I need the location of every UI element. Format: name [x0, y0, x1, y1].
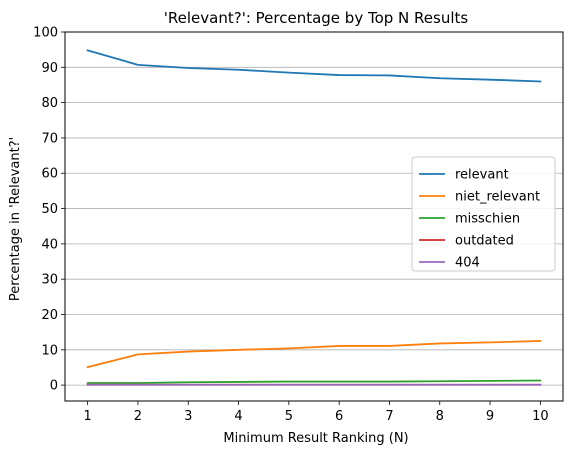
x-tick-label: 7 [385, 409, 393, 424]
x-tick-label: 2 [134, 409, 142, 424]
legend-box [411, 156, 556, 272]
y-axis-title: Percentage in 'Relevant?' [8, 137, 23, 301]
x-tick-label: 8 [436, 409, 444, 424]
y-tick-label: 30 [41, 273, 58, 288]
x-tick-label: 4 [234, 409, 242, 424]
y-axis: 0 10 20 30 40 50 60 70 80 90 100 [33, 26, 65, 394]
legend-label: relevant [455, 168, 509, 183]
series-line-relevant [86, 49, 542, 83]
legend: relevant niet_relevant misschien outdated 40… [411, 156, 556, 272]
y-tick-label: 0 [50, 379, 58, 394]
x-tick-label: 3 [184, 409, 192, 424]
x-tick-label: 5 [285, 409, 293, 424]
y-tick-label: 100 [33, 26, 58, 41]
legend-label: outdated [455, 234, 514, 249]
series-line-misschien [86, 379, 542, 384]
y-tick-label: 70 [41, 131, 58, 146]
y-tick-label: 40 [41, 237, 58, 252]
chart-title: 'Relevant?': Percentage by Top N Results [164, 9, 469, 27]
y-tick-label: 90 [41, 61, 58, 76]
x-tick-label: 9 [486, 409, 494, 424]
plot-frame [64, 31, 564, 402]
x-tick-label: 1 [83, 409, 91, 424]
x-tick-label: 6 [335, 409, 343, 424]
x-axis: 1 2 3 4 5 6 7 8 9 10 [83, 401, 549, 424]
series-lines [86, 49, 542, 386]
legend-label: 404 [455, 256, 480, 271]
y-tick-label: 20 [41, 308, 58, 323]
series-line-niet_relevant [86, 340, 542, 369]
y-tick-label: 50 [41, 202, 58, 217]
legend-label: misschien [455, 212, 520, 227]
x-tick-label: 10 [532, 409, 549, 424]
legend-label: niet_relevant [455, 190, 540, 205]
y-tick-label: 60 [41, 167, 58, 182]
x-axis-title: Minimum Result Ranking (N) [223, 431, 408, 446]
y-tick-label: 80 [41, 96, 58, 111]
y-tick-label: 10 [41, 343, 58, 358]
